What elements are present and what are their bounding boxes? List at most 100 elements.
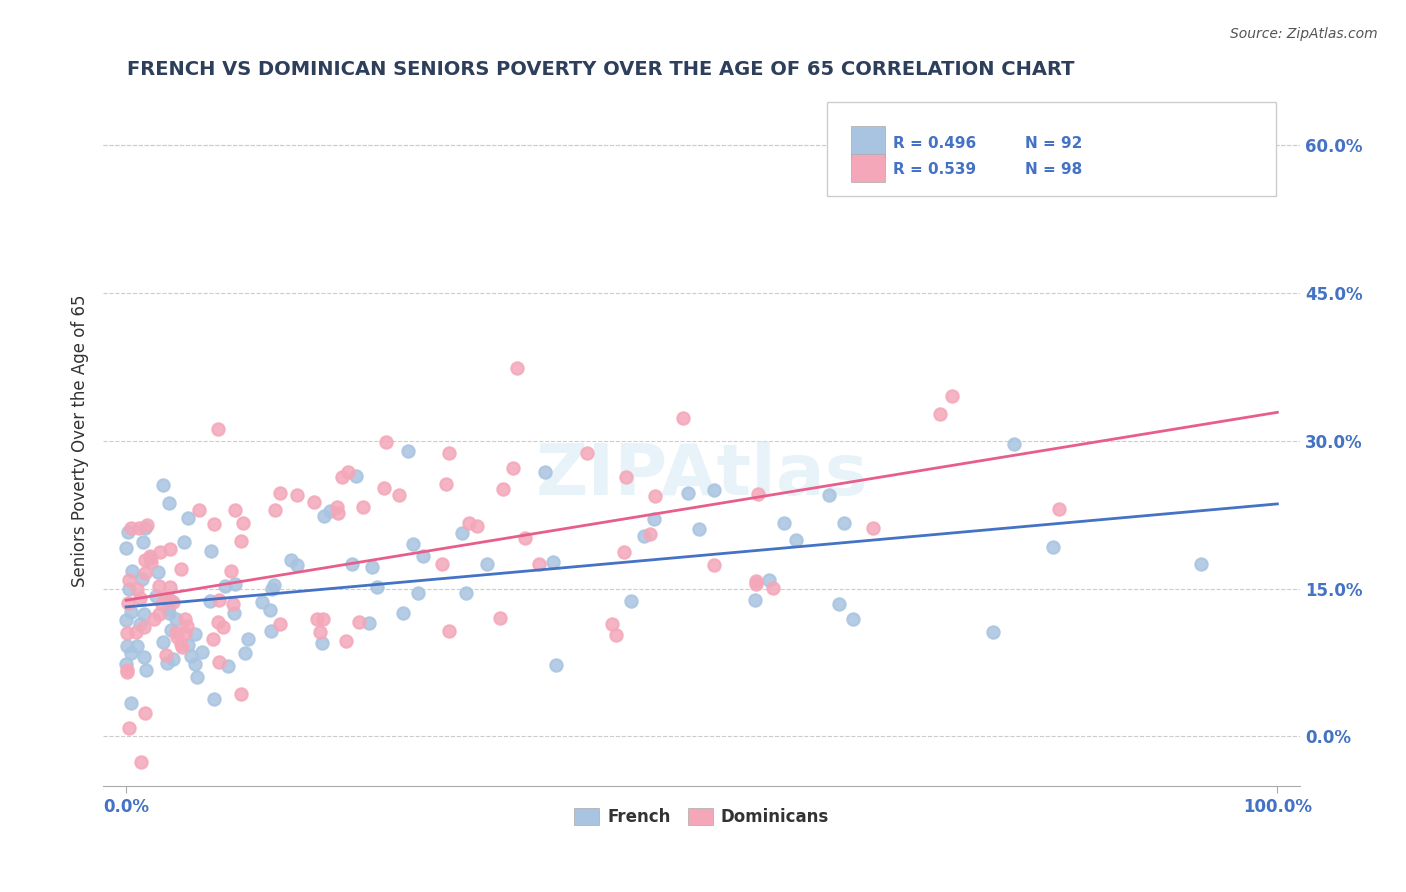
Point (745, 576, 768, 591)
Point (191, 645, 214, 659)
Point (347, 615, 370, 630)
Text: R = 0.539: R = 0.539 (893, 161, 976, 177)
Point (311, 635, 333, 649)
Point (115, 665, 138, 679)
Point (148, 607, 170, 621)
Point (981, 625, 1004, 640)
Point (118, 574, 141, 588)
Point (633, 529, 655, 543)
Point (703, 483, 725, 497)
Point (747, 487, 769, 501)
Point (159, 624, 181, 638)
Point (222, 598, 245, 612)
Point (502, 461, 524, 475)
Point (173, 625, 195, 640)
Point (828, 597, 851, 611)
Point (1189, 558, 1212, 572)
Point (232, 516, 254, 530)
Point (159, 542, 181, 557)
Point (544, 658, 567, 673)
Point (264, 503, 287, 517)
Point (676, 485, 699, 500)
Point (392, 606, 415, 620)
Point (644, 512, 666, 526)
Point (454, 586, 477, 600)
Point (941, 389, 963, 403)
Point (475, 557, 498, 571)
Point (184, 657, 207, 671)
Point (134, 706, 156, 720)
Point (785, 533, 807, 547)
Point (174, 612, 197, 626)
Point (451, 526, 474, 541)
Point (217, 658, 239, 673)
Point (600, 617, 623, 632)
Point (117, 596, 139, 610)
Point (302, 495, 325, 509)
Point (136, 518, 159, 533)
Point (314, 509, 336, 524)
Point (173, 534, 195, 549)
Point (152, 478, 174, 492)
Point (434, 477, 457, 491)
Point (129, 591, 152, 605)
Point (200, 543, 222, 558)
Point (115, 663, 138, 677)
Point (1047, 502, 1070, 516)
Point (208, 656, 231, 670)
Point (139, 555, 162, 569)
Point (361, 560, 384, 574)
Point (336, 465, 359, 479)
Point (744, 574, 766, 588)
FancyBboxPatch shape (828, 103, 1277, 195)
Point (305, 612, 328, 626)
Text: FRENCH VS DOMINICAN SENIORS POVERTY OVER THE AGE OF 65 CORRELATION CHART: FRENCH VS DOMINICAN SENIORS POVERTY OVER… (127, 60, 1074, 78)
Point (184, 627, 207, 641)
Point (229, 687, 252, 701)
Point (145, 589, 167, 603)
Point (309, 625, 332, 640)
Point (366, 580, 388, 594)
Point (285, 488, 308, 502)
Point (146, 565, 169, 579)
Point (406, 586, 429, 600)
Point (132, 620, 155, 634)
Point (208, 592, 231, 607)
Point (127, 639, 149, 653)
Point (262, 582, 284, 596)
Point (115, 541, 138, 555)
Point (134, 650, 156, 665)
Point (325, 500, 347, 514)
Point (269, 485, 291, 500)
Point (198, 594, 221, 608)
Legend: French, Dominicans: French, Dominicans (568, 801, 837, 832)
Point (340, 558, 363, 572)
Point (150, 597, 173, 611)
Point (172, 640, 194, 654)
Point (638, 526, 661, 541)
Point (207, 422, 229, 436)
Point (344, 469, 367, 483)
Point (159, 592, 181, 607)
Point (121, 564, 143, 578)
Point (125, 625, 148, 640)
Point (128, 616, 150, 631)
Point (375, 435, 398, 450)
Point (773, 516, 796, 531)
Point (224, 502, 246, 516)
Point (335, 634, 357, 648)
Point (139, 551, 162, 566)
Point (458, 516, 481, 531)
Y-axis label: Seniors Poverty Over the Age of 65: Seniors Poverty Over the Age of 65 (72, 294, 89, 587)
Point (357, 615, 380, 630)
Point (125, 582, 148, 596)
Point (142, 612, 165, 626)
Point (156, 602, 179, 616)
Point (117, 524, 139, 539)
Point (170, 561, 193, 575)
Point (330, 470, 353, 484)
Text: N = 98: N = 98 (1025, 161, 1083, 177)
Point (541, 555, 564, 569)
Point (187, 503, 209, 517)
Point (186, 670, 208, 684)
